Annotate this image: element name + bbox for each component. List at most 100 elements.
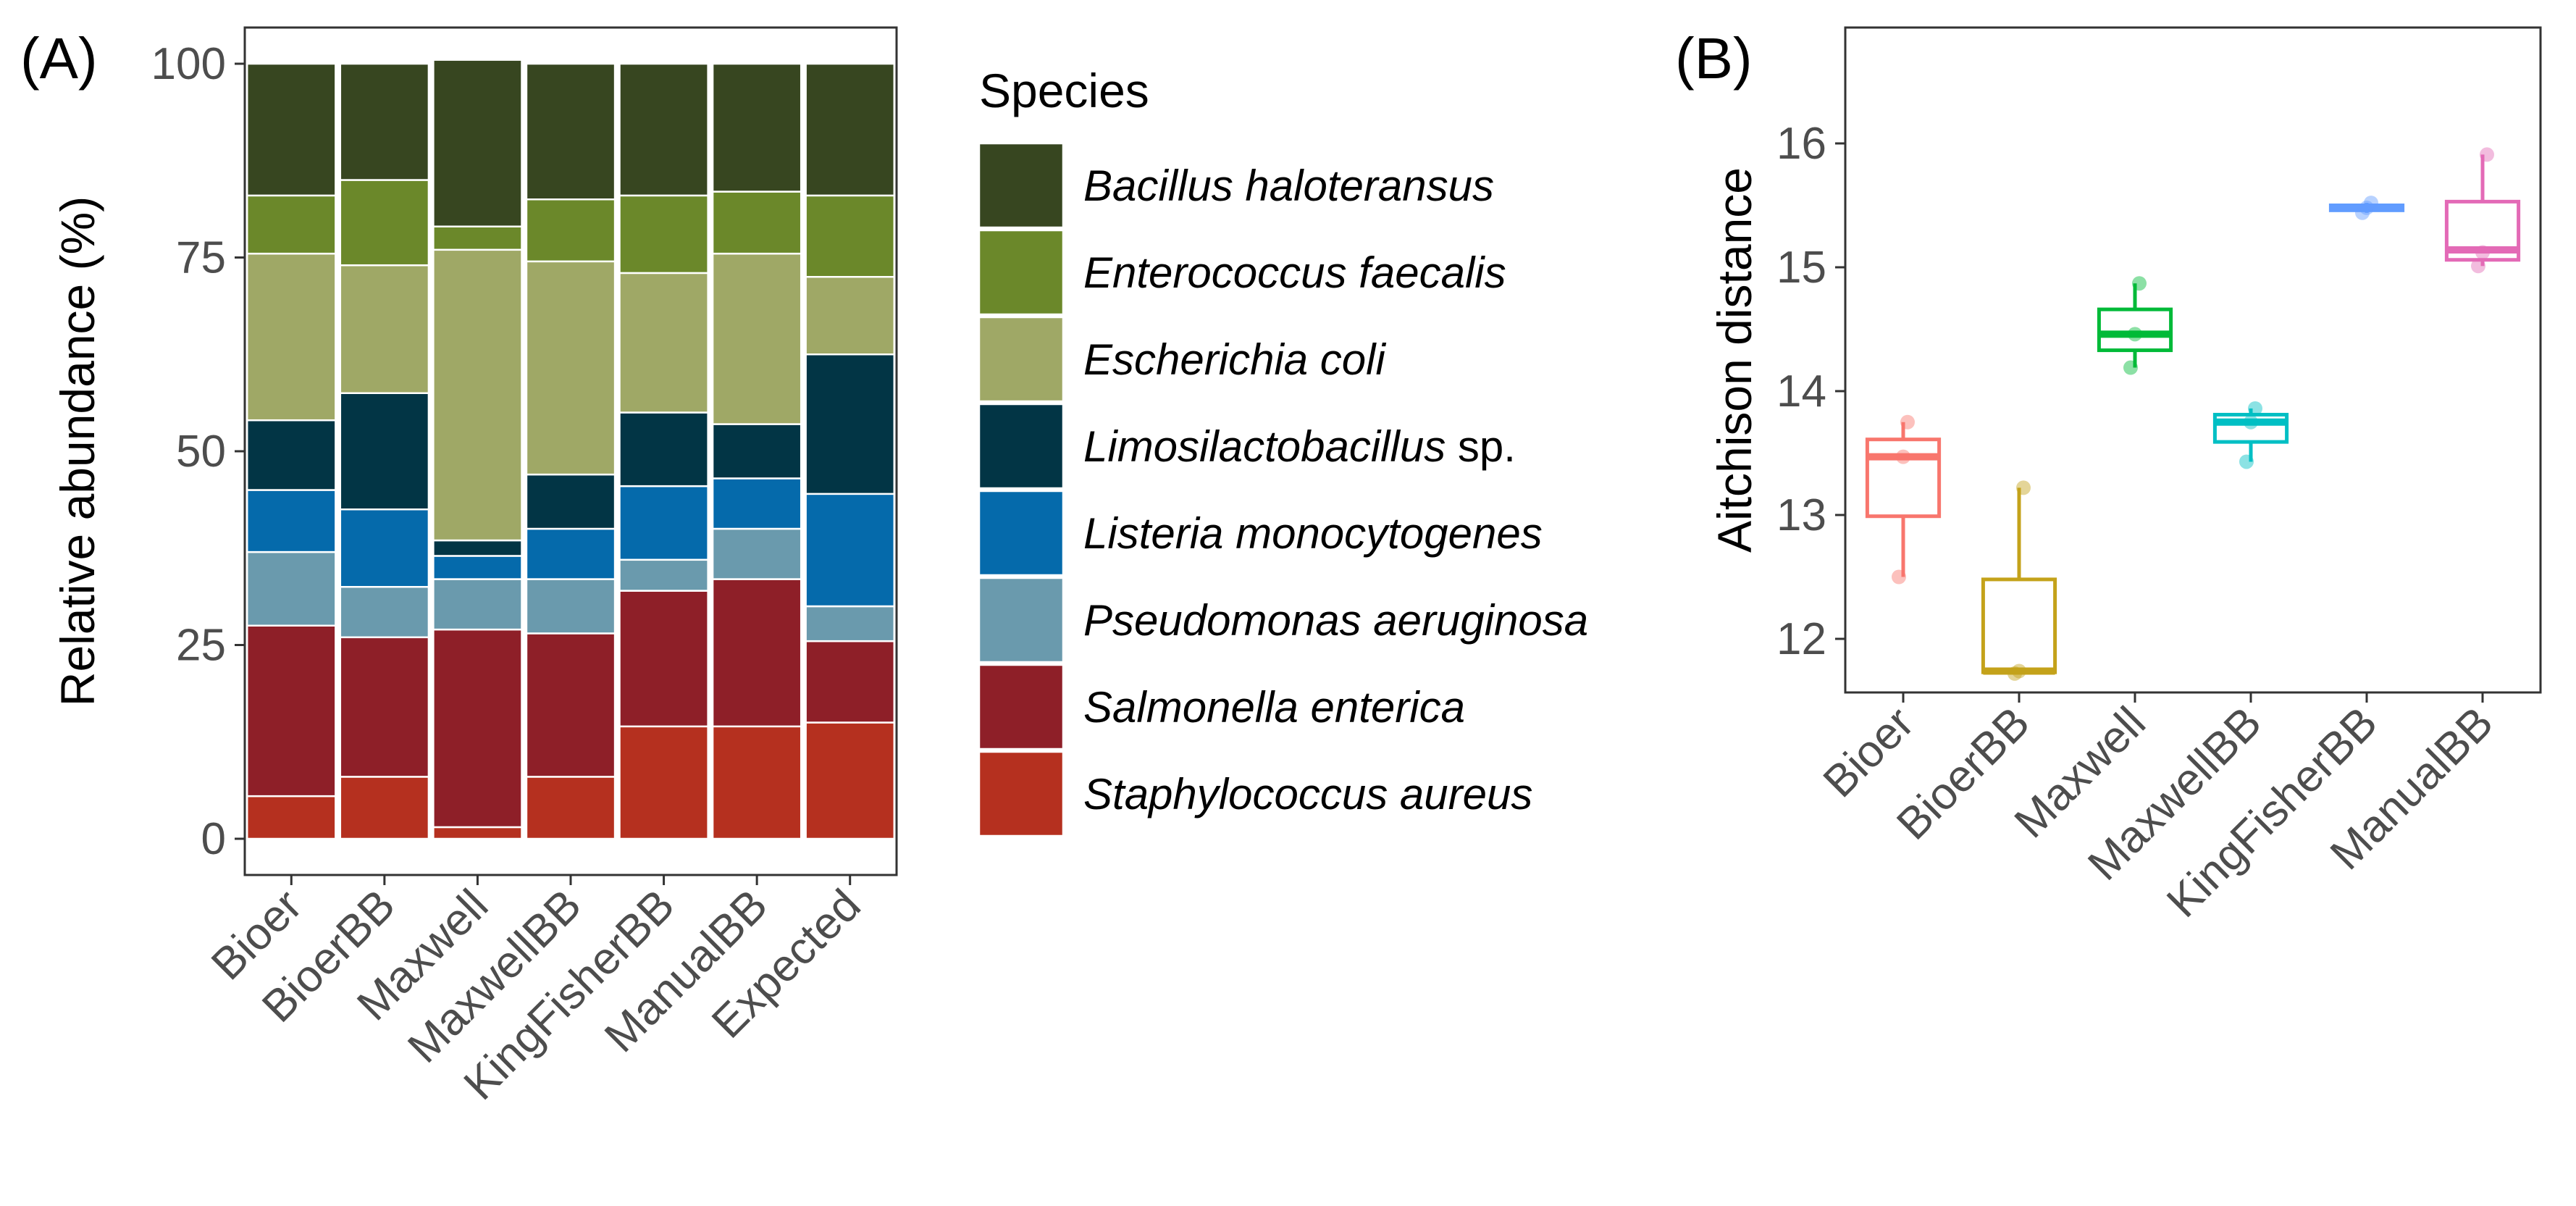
bar-bioer-limosilactobacillus-sp bbox=[246, 419, 337, 491]
b-y-tick-label-12: 12 bbox=[1776, 614, 1826, 664]
bar-kingfisherbb-salmonella-enterica bbox=[618, 590, 709, 728]
bar-expected-bacillus-haloteransus bbox=[805, 62, 896, 197]
point-manualbb-2 bbox=[2480, 147, 2494, 162]
legend-item-bacillus-haloteransus: Bacillus haloteransus bbox=[978, 142, 1494, 229]
legend-key-enterococcus-faecalis bbox=[978, 229, 1065, 316]
panel-b-y-ticks: 12 13 14 15 16 bbox=[1776, 119, 1845, 664]
box-maxwell bbox=[2097, 276, 2173, 375]
legend-label-salmonella-enterica: Salmonella enterica bbox=[1083, 683, 1465, 732]
bar-bioer-staphylococcus-aureus bbox=[246, 795, 337, 840]
panel-a-bars bbox=[246, 59, 896, 840]
point-maxwell-0 bbox=[2123, 360, 2138, 375]
bar-manualbb-salmonella-enterica bbox=[711, 578, 802, 728]
point-maxwellbb-1 bbox=[2244, 414, 2258, 430]
panel-b: (B) 12 13 14 15 16 BioerBioerBBMaxwellMaxwel… bbox=[1675, 26, 2542, 927]
point-maxwellbb-2 bbox=[2248, 401, 2262, 416]
bar-maxwell-listeria-monocytogenes bbox=[432, 555, 523, 580]
legend-item-staphylococcus-aureus: Staphylococcus aureus bbox=[978, 750, 1532, 837]
legend-label-escherichia-coli: Escherichia coli bbox=[1083, 335, 1387, 384]
box-maxwellbb bbox=[2212, 401, 2289, 469]
bar-maxwell-escherichia-coli bbox=[432, 248, 523, 542]
legend-item-limosilactobacillus-sp: Limosilactobacillus sp. bbox=[978, 403, 1516, 490]
bar-maxwell-staphylococcus-aureus bbox=[432, 826, 523, 840]
legend-title: Species bbox=[979, 64, 1149, 117]
y-tick-label-100: 100 bbox=[151, 39, 226, 89]
point-bioer-1 bbox=[1896, 449, 1910, 464]
legend-label-enterococcus-faecalis: Enterococcus faecalis bbox=[1083, 248, 1506, 297]
bar-manualbb-escherichia-coli bbox=[711, 252, 802, 425]
bar-maxwellbb-limosilactobacillus-sp bbox=[525, 473, 616, 530]
y-tick-label-75: 75 bbox=[176, 233, 226, 283]
legend-label-listeria-monocytogenes: Listeria monocytogenes bbox=[1083, 509, 1543, 558]
bar-maxwellbb-salmonella-enterica bbox=[525, 632, 616, 778]
legend-key-salmonella-enterica bbox=[978, 663, 1065, 750]
panel-a: (A) 0 25 50 75 100 BioerBioerBBMaxwellMaxwel… bbox=[20, 26, 898, 1110]
legend-key-pseudomonas-aeruginosa bbox=[978, 577, 1065, 663]
panel-a-y-ticks: 0 25 50 75 100 bbox=[151, 39, 245, 864]
bar-bioerbb-listeria-monocytogenes bbox=[339, 508, 430, 588]
bar-manualbb-staphylococcus-aureus bbox=[711, 725, 802, 840]
legend-item-salmonella-enterica: Salmonella enterica bbox=[978, 663, 1465, 750]
legend-key-bacillus-haloteransus bbox=[978, 142, 1065, 229]
bar-kingfisherbb-pseudomonas-aeruginosa bbox=[618, 558, 709, 592]
bar-expected-escherichia-coli bbox=[805, 276, 896, 356]
bar-expected-staphylococcus-aureus bbox=[805, 721, 896, 840]
bar-kingfisherbb-listeria-monocytogenes bbox=[618, 485, 709, 561]
panel-a-y-axis-title: Relative abundance (%) bbox=[51, 196, 104, 706]
point-kingfisherbb-0 bbox=[2355, 205, 2370, 220]
bar-kingfisherbb-limosilactobacillus-sp bbox=[618, 411, 709, 487]
bar-bioer-pseudomonas-aeruginosa bbox=[246, 550, 337, 627]
bar-manualbb-listeria-monocytogenes bbox=[711, 477, 802, 530]
point-manualbb-0 bbox=[2471, 259, 2485, 274]
bar-maxwellbb-enterococcus-faecalis bbox=[525, 198, 616, 263]
panel-b-y-axis-title: Aitchison distance bbox=[1708, 167, 1761, 553]
b-x-tick-label-bioer: Bioer bbox=[1814, 698, 1923, 807]
bar-manualbb-enterococcus-faecalis bbox=[711, 190, 802, 255]
panel-b-label: (B) bbox=[1675, 26, 1753, 91]
bar-maxwellbb-listeria-monocytogenes bbox=[525, 527, 616, 580]
bar-expected-listeria-monocytogenes bbox=[805, 493, 896, 608]
panel-b-boxes bbox=[1865, 147, 2521, 681]
point-bioer-2 bbox=[1900, 414, 1915, 430]
point-maxwell-2 bbox=[2132, 276, 2147, 291]
point-kingfisherbb-1 bbox=[2359, 200, 2374, 215]
point-maxwellbb-0 bbox=[2239, 454, 2254, 469]
bar-bioerbb-staphylococcus-aureus bbox=[339, 776, 430, 840]
b-y-tick-label-13: 13 bbox=[1776, 490, 1826, 540]
panel-b-x-ticks: BioerBioerBBMaxwellMaxwellBBKingFisherBB… bbox=[1814, 692, 2503, 927]
bar-bioer-salmonella-enterica bbox=[246, 624, 337, 797]
bar-bioerbb-salmonella-enterica bbox=[339, 636, 430, 778]
legend-key-staphylococcus-aureus bbox=[978, 750, 1065, 837]
bar-manualbb-limosilactobacillus-sp bbox=[711, 423, 802, 480]
bar-bioer-enterococcus-faecalis bbox=[246, 194, 337, 255]
legend-item-pseudomonas-aeruginosa: Pseudomonas aeruginosa bbox=[978, 577, 1588, 663]
point-bioerbb-1 bbox=[2012, 663, 2026, 679]
y-tick-label-50: 50 bbox=[176, 427, 226, 477]
legend: Species Bacillus haloteransus Enterococcu… bbox=[978, 64, 1588, 837]
point-manualbb-1 bbox=[2475, 245, 2490, 260]
bar-maxwell-bacillus-haloteransus bbox=[432, 59, 523, 227]
bar-maxwell-limosilactobacillus-sp bbox=[432, 539, 523, 557]
legend-items: Bacillus haloteransus Enterococcus faecal… bbox=[978, 142, 1588, 837]
bar-expected-salmonella-enterica bbox=[805, 640, 896, 724]
legend-key-escherichia-coli bbox=[978, 316, 1065, 403]
bar-kingfisherbb-escherichia-coli bbox=[618, 272, 709, 414]
bar-maxwellbb-pseudomonas-aeruginosa bbox=[525, 578, 616, 635]
bar-maxwell-pseudomonas-aeruginosa bbox=[432, 578, 523, 631]
box-body-bioer bbox=[1865, 437, 1942, 519]
point-kingfisherbb-2 bbox=[2364, 196, 2378, 211]
bar-bioerbb-pseudomonas-aeruginosa bbox=[339, 586, 430, 639]
bar-kingfisherbb-staphylococcus-aureus bbox=[618, 725, 709, 840]
legend-key-limosilactobacillus-sp bbox=[978, 403, 1065, 490]
point-bioerbb-2 bbox=[2016, 480, 2031, 495]
bar-expected-pseudomonas-aeruginosa bbox=[805, 605, 896, 642]
panel-a-label: (A) bbox=[20, 26, 98, 91]
bar-manualbb-pseudomonas-aeruginosa bbox=[711, 527, 802, 580]
bar-bioer-listeria-monocytogenes bbox=[246, 489, 337, 553]
b-y-tick-label-15: 15 bbox=[1776, 243, 1826, 293]
legend-label-bacillus-haloteransus: Bacillus haloteransus bbox=[1083, 162, 1494, 210]
bar-bioerbb-escherichia-coli bbox=[339, 264, 430, 395]
bar-maxwellbb-bacillus-haloteransus bbox=[525, 62, 616, 201]
panel-a-x-ticks: BioerBioerBBMaxwellMaxwellBBKingFisherBB… bbox=[202, 875, 870, 1110]
